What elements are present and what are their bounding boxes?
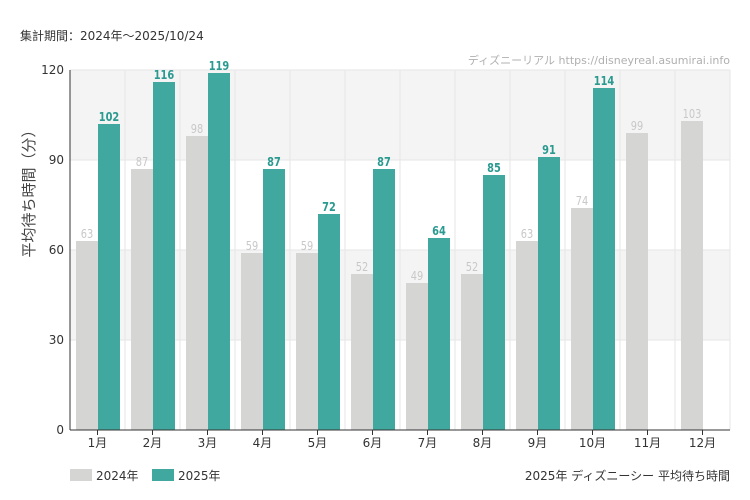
y-tick-label: 30 xyxy=(49,333,64,347)
x-tick-label: 8月 xyxy=(473,436,493,450)
bar-2025 xyxy=(208,73,230,430)
y-tick-label: 90 xyxy=(49,153,64,167)
data-labels: 63 102 87 116 98 119 59 87 59 72 52 87 49 64 52 85 63 91 7… xyxy=(81,59,702,283)
bar-2025 xyxy=(593,88,615,430)
bar-2025 xyxy=(98,124,120,430)
data-label-2024: 59 xyxy=(301,239,314,253)
x-tick-label: 4月 xyxy=(253,436,273,450)
data-label-2025: 116 xyxy=(154,68,175,82)
x-tick-label: 5月 xyxy=(308,436,328,450)
y-axis-label: 平均待ち時間（分） xyxy=(20,122,38,257)
data-label-2025: 91 xyxy=(542,143,556,157)
data-label-2024: 52 xyxy=(466,260,479,274)
data-label-2025: 87 xyxy=(267,155,281,169)
bar-2024 xyxy=(296,253,318,430)
legend-label-2024: 2024年 xyxy=(96,469,139,483)
data-label-2025: 119 xyxy=(209,59,230,73)
x-tick-label: 2月 xyxy=(143,436,163,450)
data-label-2024: 74 xyxy=(576,194,589,208)
bar-2024 xyxy=(681,121,703,430)
period-label: 集計期間：2024年～2025/10/24 xyxy=(20,28,204,43)
bar-2024 xyxy=(131,169,153,430)
x-tick-label: 1月 xyxy=(88,436,108,450)
data-label-2024: 59 xyxy=(246,239,259,253)
y-axis-ticks: 0 30 60 90 120 xyxy=(41,63,64,437)
data-label-2024: 99 xyxy=(631,119,644,133)
x-axis-ticks: 1月 2月 3月 4月 5月 6月 7月 8月 9月 10月 11月 12月 xyxy=(88,430,716,450)
bar-2025 xyxy=(428,238,450,430)
data-label-2024: 63 xyxy=(81,227,94,241)
legend-swatch-2024 xyxy=(70,469,92,481)
data-label-2024: 87 xyxy=(136,155,149,169)
bar-2025 xyxy=(373,169,395,430)
bar-2024 xyxy=(571,208,593,430)
data-label-2024: 103 xyxy=(683,107,702,121)
bar-2025 xyxy=(538,157,560,430)
bar-2024 xyxy=(406,283,428,430)
data-label-2024: 98 xyxy=(191,122,204,136)
bar-2024 xyxy=(626,133,648,430)
data-label-2025: 85 xyxy=(487,161,501,175)
bar-2025 xyxy=(263,169,285,430)
legend-swatch-2025 xyxy=(152,469,174,481)
data-label-2024: 49 xyxy=(411,269,424,283)
x-tick-label: 6月 xyxy=(363,436,383,450)
y-tick-label: 60 xyxy=(49,243,64,257)
data-label-2025: 64 xyxy=(432,224,446,238)
bar-2024 xyxy=(516,241,538,430)
x-tick-label: 12月 xyxy=(689,436,716,450)
bars xyxy=(76,73,703,430)
y-tick-label: 0 xyxy=(56,423,64,437)
bar-2025 xyxy=(318,214,340,430)
data-label-2025: 102 xyxy=(99,110,120,124)
footer-title: 2025年 ディズニーシー 平均待ち時間 xyxy=(525,468,730,483)
data-label-2025: 87 xyxy=(377,155,391,169)
bar-2024 xyxy=(241,253,263,430)
legend: 2024年 2025年 xyxy=(70,469,221,483)
x-tick-label: 7月 xyxy=(418,436,438,450)
legend-label-2025: 2025年 xyxy=(178,469,221,483)
data-label-2025: 72 xyxy=(322,200,336,214)
data-label-2025: 114 xyxy=(594,74,615,88)
x-tick-label: 10月 xyxy=(579,436,606,450)
bar-2024 xyxy=(76,241,98,430)
data-label-2024: 52 xyxy=(356,260,369,274)
data-label-2024: 63 xyxy=(521,227,534,241)
bar-2025 xyxy=(483,175,505,430)
x-tick-label: 11月 xyxy=(634,436,661,450)
bar-2024 xyxy=(186,136,208,430)
y-tick-label: 120 xyxy=(41,63,64,77)
gridlines xyxy=(70,69,731,430)
x-tick-label: 9月 xyxy=(528,436,548,450)
bar-2025 xyxy=(153,82,175,430)
bar-2024 xyxy=(461,274,483,430)
bar-2024 xyxy=(351,274,373,430)
watermark: ディズニーリアル https://disneyreal.asumirai.inf… xyxy=(468,53,730,67)
x-tick-label: 3月 xyxy=(198,436,218,450)
